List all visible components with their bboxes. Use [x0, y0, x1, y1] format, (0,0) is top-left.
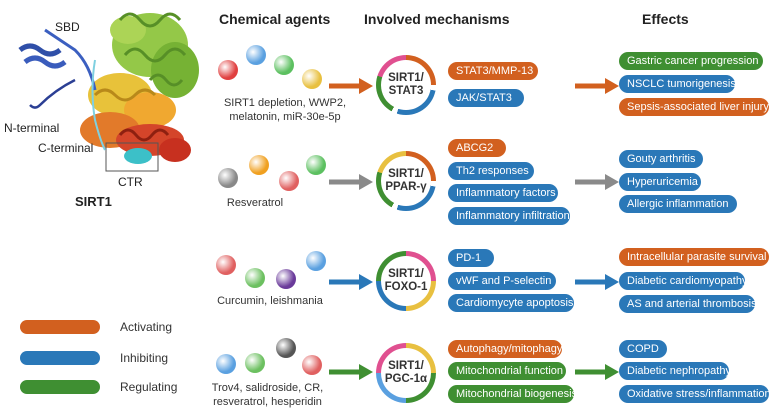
agent-ball-green [245, 353, 265, 373]
mechanism-sublabel: PGC-1α [384, 373, 428, 385]
mechanism-pill: Inflammatory factors [448, 184, 558, 202]
mechanism-sublabel: STAT3 [388, 85, 424, 97]
mechanism-sublabel: FOXO-1 [384, 281, 428, 293]
mechanism-ring: SIRT1/FOXO-1 [376, 251, 436, 311]
mechanism-label: SIRT1/ [388, 360, 424, 372]
effect-pill: Gastric cancer progression [619, 52, 763, 70]
mechanism-sublabel: PPAR-γ [385, 181, 427, 193]
legend-label-inhibiting: Inhibiting [120, 351, 169, 365]
effect-pill: Gouty arthritis [619, 150, 703, 168]
legend-swatch-regulating [20, 380, 100, 394]
mechanism-ring: SIRT1/PPAR-γ [376, 151, 436, 211]
mechanism-label: SIRT1/ [388, 268, 424, 280]
header-involved-mechanisms: Involved mechanisms [364, 11, 510, 27]
mechanism-pill: STAT3/MMP-13 [448, 62, 538, 80]
legend-label-activating: Activating [120, 320, 173, 334]
label-ctr: CTR [118, 175, 143, 189]
label-sirt1: SIRT1 [75, 194, 112, 209]
mechanism-label: SIRT1/ [388, 168, 424, 180]
header-effects: Effects [642, 11, 689, 27]
mechanism-pill: JAK/STAT3 [448, 89, 524, 107]
agent-ball-orange [249, 155, 269, 175]
arrow-mechanism-to-effects [575, 78, 619, 94]
mechanism-pill: Cardiomycyte apoptosis [448, 294, 574, 312]
label-sbd: SBD [55, 20, 80, 34]
mechanism-pill: ABCG2 [448, 139, 506, 157]
effect-pill: Sepsis-associated liver injury [619, 98, 769, 116]
mechanism-pill: Inflammatory infiltration [448, 207, 570, 225]
agent-ball-yellow [302, 69, 322, 89]
agent-ball-red [216, 255, 236, 275]
mechanism-pill: PD-1 [448, 249, 494, 267]
arrow-agents-to-mechanism [329, 364, 373, 380]
agent-ball-blue [246, 45, 266, 65]
effect-pill: AS and arterial thrombosis [619, 295, 757, 313]
header-chemical-agents: Chemical agents [219, 11, 331, 27]
agent-ball-red [302, 355, 322, 375]
agents-text: Trov4, salidroside, CR, resveratrol, hesp… [211, 382, 324, 408]
effect-pill: Allergic inflammation [619, 195, 737, 213]
arrow-mechanism-to-effects [575, 364, 619, 380]
legend-label-regulating: Regulating [120, 380, 178, 394]
mechanism-pill: Mitochondrial biogenesis [448, 385, 577, 403]
label-c-terminal: C-terminal [38, 141, 94, 155]
sirt1-protein-structure-image [18, 12, 199, 172]
agent-ball-green [306, 155, 326, 175]
agent-ball-blue [216, 354, 236, 374]
agents-text: Curcumin, leishmania [217, 295, 323, 307]
mechanism-pill: Mitochondrial function [448, 362, 566, 380]
mechanism-ring: SIRT1/STAT3 [376, 55, 436, 115]
agent-ball-green [245, 268, 265, 288]
agent-ball-green [274, 55, 294, 75]
mechanism-label: SIRT1/ [388, 72, 424, 84]
effect-pill: NSCLC tumorigenesis [619, 75, 736, 93]
agent-ball-gray [218, 168, 238, 188]
arrow-agents-to-mechanism [329, 78, 373, 94]
effect-pill: Intracellular parasite survival [619, 248, 769, 266]
mechanism-pill: Autophagy/mitophagy [448, 340, 562, 358]
effect-pill: Diabetic nephropathy [619, 362, 731, 380]
effect-pill: COPD [619, 340, 667, 358]
mechanism-ring: SIRT1/PGC-1α [376, 343, 436, 403]
mechanism-pill: Th2 responses [448, 162, 534, 180]
arrow-agents-to-mechanism [329, 274, 373, 290]
agent-ball-red [279, 171, 299, 191]
effect-pill: Diabetic cardiomyopathy [619, 272, 747, 290]
agent-ball-blue [306, 251, 326, 271]
agents-text: SIRT1 depletion, WWP2, melatonin, miR-30e… [223, 97, 347, 123]
agent-ball-purple [276, 269, 296, 289]
legend-swatch-inhibiting [20, 351, 100, 365]
agent-ball-gray [276, 338, 296, 358]
arrow-mechanism-to-effects [575, 174, 619, 190]
arrow-mechanism-to-effects [575, 274, 619, 290]
effect-pill: Hyperuricemia [619, 173, 701, 191]
label-n-terminal: N-terminal [4, 121, 60, 135]
legend-swatch-activating [20, 320, 100, 334]
arrow-agents-to-mechanism [329, 174, 373, 190]
mechanism-pill: vWF and P-selectin [448, 272, 556, 290]
agent-ball-red [218, 60, 238, 80]
effect-pill: Oxidative stress/inflammation [619, 385, 771, 403]
agents-text: Resveratrol [226, 197, 284, 209]
